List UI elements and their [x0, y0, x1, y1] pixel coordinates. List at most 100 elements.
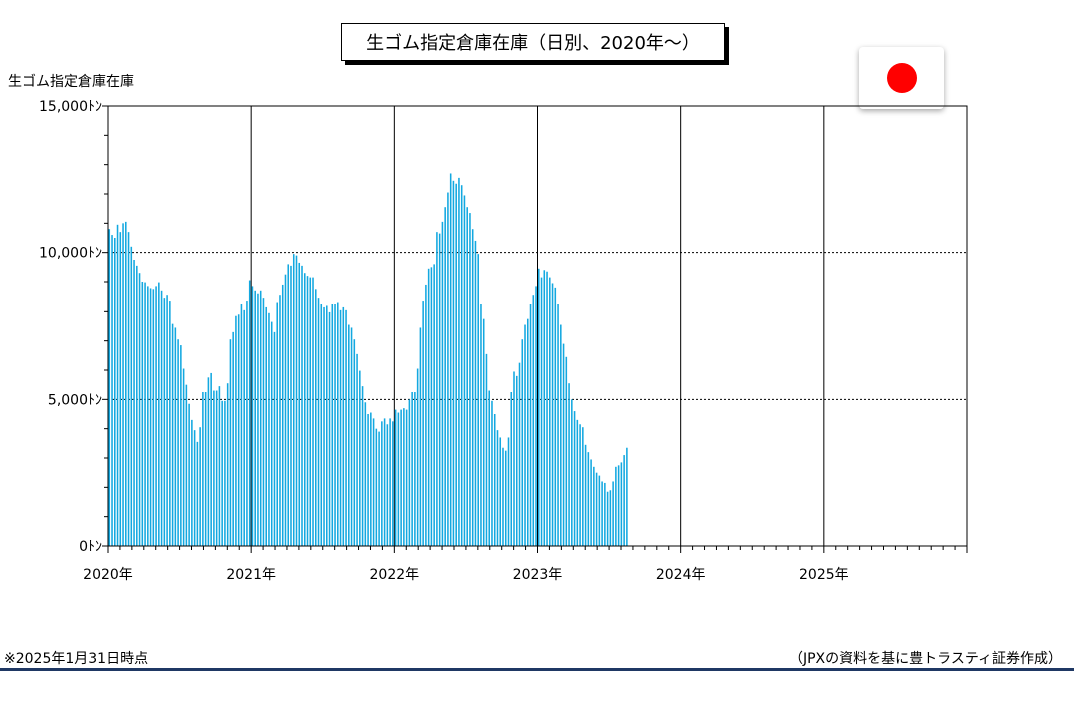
source-credit: （JPXの資料を基に豊トラスティ証券作成） [788, 651, 1062, 667]
bar [433, 264, 435, 546]
bar [538, 268, 540, 546]
bar [378, 431, 380, 546]
bar [356, 353, 358, 546]
bar [488, 390, 491, 546]
bar [394, 409, 397, 546]
bar [400, 409, 402, 546]
bar [367, 414, 369, 546]
bar [515, 375, 518, 546]
bar [207, 377, 210, 546]
bar [419, 327, 422, 546]
bar [240, 304, 243, 546]
bar [224, 400, 226, 546]
bar [199, 427, 201, 546]
bar [502, 447, 504, 546]
bar [364, 402, 367, 546]
bar [532, 295, 535, 546]
bar [381, 421, 383, 546]
bar [127, 232, 130, 546]
bar [292, 254, 295, 546]
bottom-rule [0, 668, 1074, 671]
bar [114, 238, 116, 546]
bar [392, 421, 394, 546]
bar [116, 224, 119, 547]
bar [174, 327, 177, 546]
bar [408, 399, 411, 546]
x-tick-label: 2020年 [83, 567, 133, 583]
bar [562, 343, 565, 546]
bar [130, 246, 133, 547]
bar [160, 290, 163, 546]
bar [510, 392, 513, 546]
bar [449, 173, 452, 546]
chart-title: 生ゴム指定倉庫在庫（日別、2020年～） [341, 23, 725, 61]
bar [524, 324, 526, 546]
bar [493, 414, 496, 546]
bar [430, 267, 433, 546]
bar [180, 345, 182, 546]
bar [119, 232, 122, 546]
bar [320, 304, 323, 546]
japan-flag-icon [859, 47, 944, 109]
chart-grid [108, 106, 967, 546]
bar [312, 277, 314, 546]
bar [518, 362, 521, 546]
x-tick-label: 2025年 [799, 567, 849, 583]
bar [405, 409, 408, 546]
bar [609, 490, 612, 546]
bar [147, 286, 149, 546]
bar [350, 327, 353, 546]
bar [169, 301, 171, 546]
bar [507, 437, 510, 546]
bar [372, 418, 375, 546]
bar [370, 412, 372, 546]
bar [254, 290, 256, 546]
bar [182, 368, 185, 546]
bar [273, 331, 276, 546]
bar [152, 289, 155, 546]
y-axis-label: 生ゴム指定倉庫在庫 [8, 74, 134, 90]
bar [587, 452, 590, 546]
bar [243, 309, 245, 546]
bar [499, 437, 502, 546]
bar [345, 309, 347, 546]
bar [526, 318, 529, 546]
bar [623, 455, 625, 546]
bar [549, 277, 551, 546]
bar [331, 304, 334, 546]
bar [155, 286, 157, 546]
bar [425, 284, 427, 546]
bar [270, 321, 273, 546]
bar [177, 339, 179, 546]
bar [125, 221, 127, 546]
bar [215, 390, 218, 546]
bar [279, 295, 281, 546]
bar [576, 419, 579, 546]
flag-red-circle [887, 63, 917, 93]
bar [480, 304, 482, 546]
bar [474, 240, 477, 546]
bar [463, 195, 466, 546]
bar [543, 270, 546, 546]
bar [210, 372, 212, 546]
bar [447, 192, 449, 547]
bar [306, 276, 309, 546]
bar [557, 304, 559, 546]
bar [584, 444, 587, 546]
bar [191, 419, 193, 546]
bar [579, 424, 581, 546]
bar [108, 229, 111, 546]
bar [485, 353, 488, 546]
y-tick-label: 5,000ﾄﾝ [48, 392, 102, 408]
bar [386, 424, 389, 546]
bar [397, 412, 400, 546]
bar [546, 271, 548, 546]
bar [339, 309, 342, 546]
bar [232, 331, 234, 546]
bar [460, 185, 463, 546]
bar [452, 180, 455, 547]
bar [136, 265, 138, 546]
bar [193, 430, 196, 546]
bar [317, 298, 320, 546]
bar [441, 221, 444, 546]
